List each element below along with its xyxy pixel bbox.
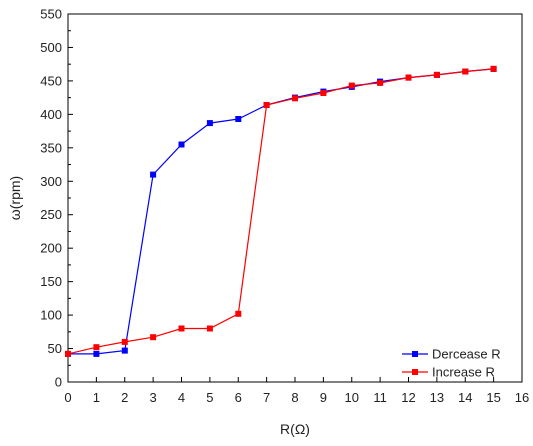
series-dercease-r — [65, 65, 497, 357]
series-increase-r — [65, 65, 497, 357]
data-point — [235, 310, 242, 317]
data-point — [462, 68, 469, 75]
plot-frame — [67, 13, 523, 383]
series-layer — [65, 65, 497, 357]
legend-marker — [412, 351, 418, 357]
x-tick-label: 16 — [515, 390, 529, 405]
y-axis-title: ω(rpm) — [7, 176, 23, 220]
y-tick-label: 450 — [40, 73, 62, 88]
y-tick-label: 0 — [55, 375, 62, 390]
x-tick-label: 1 — [93, 390, 100, 405]
x-tick-label: 6 — [235, 390, 242, 405]
legend-label: Dercease R — [432, 347, 501, 362]
legend-item: Increase R — [402, 365, 495, 380]
legend: Dercease R Increase R — [402, 347, 501, 380]
x-tick-label: 5 — [206, 390, 213, 405]
y-tick-label: 500 — [40, 40, 62, 55]
y-tick-label: 300 — [40, 174, 62, 189]
y-tick-label: 150 — [40, 274, 62, 289]
legend-item: Dercease R — [402, 347, 501, 362]
data-point — [93, 344, 100, 351]
x-axis-title: R(Ω) — [280, 421, 310, 437]
data-point — [150, 171, 157, 178]
x-tick-label: 4 — [178, 390, 185, 405]
series-line — [67, 68, 494, 355]
data-point — [178, 325, 185, 332]
x-tick-label: 0 — [64, 390, 71, 405]
x-tick-label: 9 — [320, 390, 327, 405]
y-tick-label: 350 — [40, 140, 62, 155]
data-point — [235, 116, 242, 122]
x-tick-label: 11 — [373, 390, 387, 405]
x-tick-label: 15 — [486, 390, 500, 405]
data-point — [206, 325, 213, 332]
y-tick-label: 250 — [40, 207, 62, 222]
x-tick-label: 12 — [401, 390, 415, 405]
data-point — [93, 350, 100, 357]
data-point — [121, 338, 128, 345]
data-point — [377, 79, 384, 86]
x-tick-label: 3 — [150, 390, 157, 405]
y-tick-label: 550 — [40, 7, 62, 22]
x-tick-label: 7 — [263, 390, 270, 405]
data-point — [348, 82, 355, 89]
data-point — [490, 65, 497, 72]
legend-marker — [412, 369, 418, 375]
data-point — [206, 120, 213, 127]
y-tick-label: 100 — [40, 308, 62, 323]
y-tick-label: 200 — [40, 241, 62, 256]
x-tick-label: 2 — [121, 390, 128, 405]
data-point — [263, 102, 270, 108]
data-point — [150, 334, 157, 341]
legend-label: Increase R — [432, 365, 495, 380]
series-line — [68, 68, 494, 355]
data-point — [121, 347, 128, 354]
data-point — [433, 71, 440, 78]
data-point — [178, 141, 185, 148]
data-point — [405, 74, 412, 81]
y-tick-label: 400 — [40, 107, 62, 122]
x-tick-label: 14 — [458, 390, 472, 405]
y-tick-label: 50 — [48, 341, 62, 356]
data-point — [292, 95, 298, 102]
x-tick-label: 10 — [345, 390, 359, 405]
data-point — [320, 90, 327, 96]
data-point — [65, 350, 71, 357]
x-tick-label: 8 — [291, 390, 298, 405]
x-tick-label: 13 — [430, 390, 444, 405]
